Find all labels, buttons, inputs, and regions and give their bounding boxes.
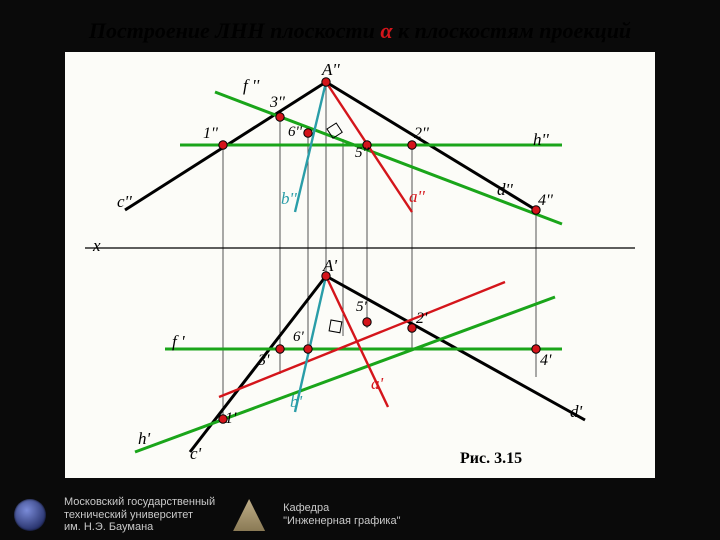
diagram-label: 5'': [355, 145, 369, 162]
figure-caption: Рис. 3.15: [460, 450, 522, 468]
slide-title: Построение ЛНН плоскости α к плоскостям …: [0, 18, 720, 44]
diagram-label: A': [323, 256, 337, 276]
diagram-label: c'': [117, 192, 132, 212]
diagram-label: 4'': [538, 192, 553, 210]
x-axis-label: x: [93, 236, 101, 256]
diagram-label: a': [371, 374, 383, 394]
diagram-label: c': [190, 444, 201, 464]
diagram-label: 2': [416, 310, 427, 328]
title-suffix: к плоскостям проекций: [393, 18, 632, 43]
diagram-label: d'': [497, 180, 513, 200]
diagram-label: 1'': [203, 125, 218, 143]
footer-bar: Московский государственный технический у…: [0, 490, 720, 540]
diagram-label: 3': [258, 352, 269, 370]
department-name: Кафедра "Инженерная графика": [283, 502, 400, 527]
title-alpha: α: [380, 18, 392, 43]
department-icon: [233, 499, 265, 531]
university-name: Московский государственный технический у…: [64, 496, 215, 534]
diagram-label: b'': [281, 189, 297, 209]
diagram-label: f '': [243, 76, 259, 96]
diagram-label: h': [138, 429, 150, 449]
diagram-label: 6'': [288, 124, 302, 141]
diagram-label: 3'': [270, 94, 285, 112]
title-prefix: Построение ЛНН плоскости: [89, 18, 381, 43]
diagram-label: 1': [225, 410, 236, 428]
diagram-label: 4': [540, 352, 551, 370]
diagram-label: a'': [409, 187, 425, 207]
diagram-svg: [65, 52, 655, 478]
diagram-label: 2'': [414, 125, 429, 143]
diagram-label: h'': [533, 130, 549, 150]
diagram-label: d': [570, 402, 582, 422]
diagram-canvas: x Рис. 3.15 A'' f '' 3''6'' 1'' 5'' 2'' h'' c'' b'…: [65, 52, 655, 478]
diagram-label: f ': [172, 332, 185, 352]
diagram-label: 6': [293, 329, 304, 346]
diagram-label: 5': [356, 299, 367, 316]
university-crest-icon: [14, 499, 46, 531]
diagram-label: A'': [322, 60, 340, 80]
diagram-label: b': [290, 392, 302, 412]
